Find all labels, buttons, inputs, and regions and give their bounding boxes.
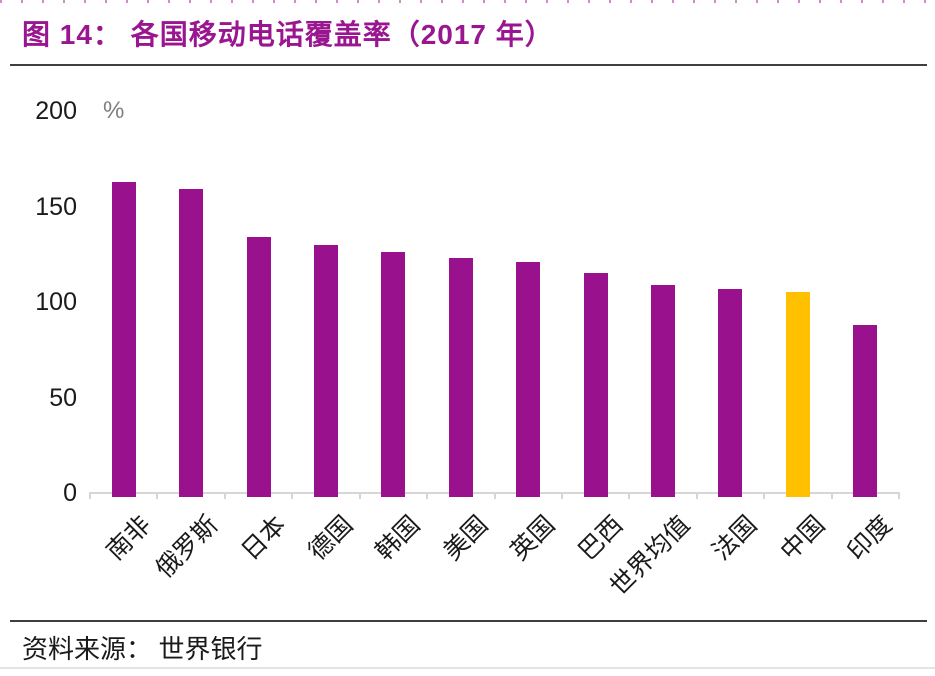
y-tick-label-50: 50 (49, 383, 77, 412)
bar-法国 (718, 288, 743, 497)
bottom-border-line (0, 667, 935, 669)
bar-美国 (448, 258, 473, 497)
x-axis-tick (358, 492, 361, 499)
footer-divider-line (10, 620, 927, 622)
x-axis-tick (628, 492, 631, 499)
x-axis-tick (426, 492, 429, 499)
bar-德国 (313, 244, 338, 497)
x-axis-tick (763, 492, 766, 499)
x-axis-tick (695, 492, 698, 499)
x-axis-tick (89, 492, 91, 499)
y-tick-label-150: 150 (35, 192, 77, 221)
x-category-label-中国: 中国 (775, 511, 831, 566)
x-category-label-南非: 南非 (101, 511, 157, 566)
y-tick-label-100: 100 (35, 288, 77, 316)
bar-俄罗斯 (179, 189, 204, 497)
top-dotted-divider (0, 0, 935, 3)
title-divider-line (10, 64, 927, 66)
x-category-label-日本: 日本 (236, 511, 291, 566)
x-category-label-俄罗斯: 俄罗斯 (151, 511, 224, 584)
chart-title: 图 14： 各国移动电话覆盖率（2017 年） (22, 19, 554, 50)
x-category-label-美国: 美国 (438, 511, 494, 566)
x-axis-tick (156, 492, 159, 499)
x-axis-tick (493, 492, 496, 499)
x-axis-tick (898, 492, 900, 499)
bar-巴西 (583, 273, 608, 497)
x-axis-tick (291, 492, 294, 499)
bar-中国 (785, 292, 810, 497)
bar-世界均值 (651, 284, 676, 497)
x-category-label-世界均值: 世界均值 (605, 511, 696, 602)
x-category-label-德国: 德国 (303, 511, 359, 566)
bar-英国 (516, 261, 541, 497)
y-tick-label-0: 0 (63, 479, 77, 507)
x-axis-tick (560, 492, 563, 499)
bar-日本 (246, 237, 271, 497)
x-category-label-韩国: 韩国 (371, 511, 426, 566)
y-tick-label-200: 200 (35, 97, 77, 125)
x-axis-tick (830, 492, 833, 499)
bar-印度 (853, 324, 878, 497)
bar-南非 (111, 181, 136, 497)
x-category-label-印度: 印度 (843, 511, 898, 566)
x-category-label-巴西: 巴西 (573, 511, 629, 566)
x-axis-tick (223, 492, 226, 499)
x-category-label-法国: 法国 (708, 511, 763, 566)
x-category-label-英国: 英国 (506, 511, 561, 566)
bar-韩国 (381, 252, 406, 497)
data-source-note: 资料来源： 世界银行 (22, 635, 263, 664)
y-axis-unit-label: % (103, 97, 125, 124)
